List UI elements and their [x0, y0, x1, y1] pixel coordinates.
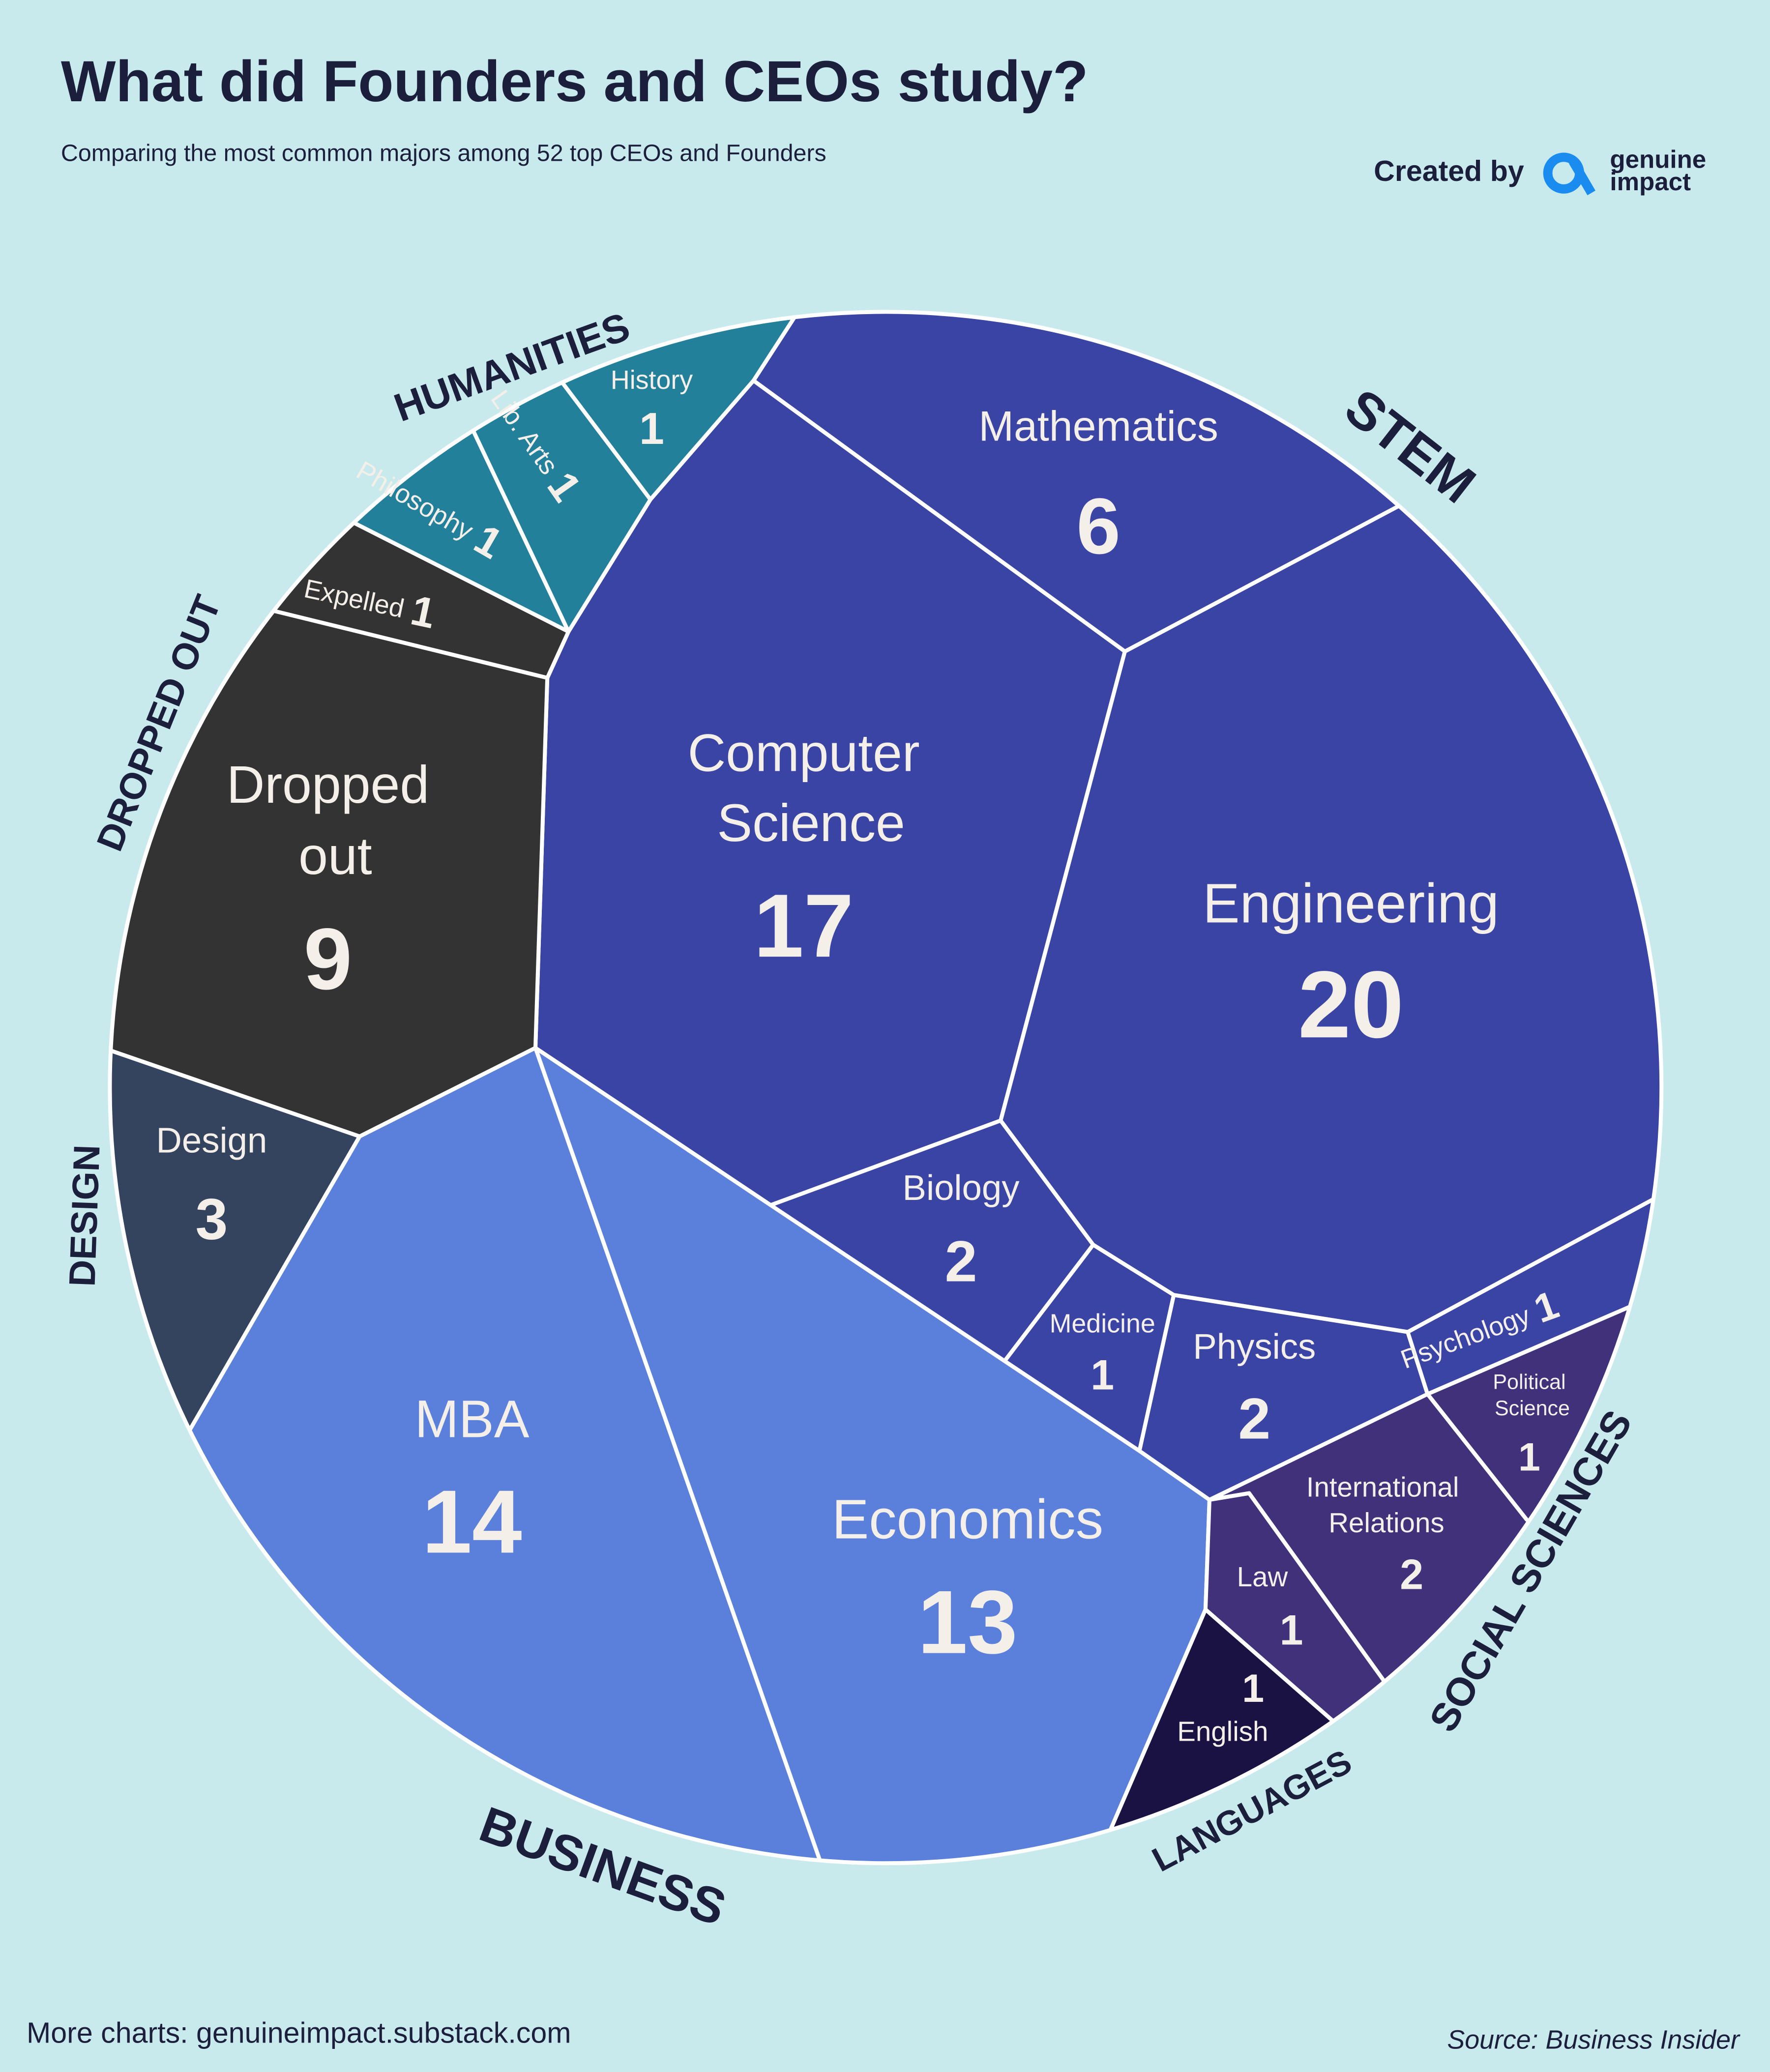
cell-value: 14 [422, 1471, 522, 1572]
cell-name: Physics [1193, 1327, 1316, 1367]
outline [108, 310, 1664, 1866]
footer-note: More charts: genuineimpact.substack.com [27, 2016, 571, 2049]
cell-name: Engineering [1203, 873, 1499, 934]
cell-value: 1 [1280, 1606, 1303, 1654]
cell-value: 13 [917, 1572, 1017, 1672]
cell-value: 1 [1242, 1666, 1264, 1711]
cell-value: 1 [639, 404, 664, 454]
cell-value: 20 [1298, 952, 1404, 1058]
cell-name: International Relations [1306, 1471, 1459, 1538]
cell-name: Political Science [1489, 1371, 1570, 1421]
cell-value: 1 [1518, 1435, 1540, 1480]
chart-title: What did Founders and CEOs study? [61, 49, 1088, 114]
cell-name: Medicine [1050, 1309, 1155, 1338]
credit-label: Created by [1374, 154, 1524, 187]
cell-value: 9 [304, 910, 353, 1008]
cell-name: Dropped out [227, 755, 429, 885]
cell-name: Economics [832, 1488, 1103, 1550]
logo-tail [1569, 159, 1595, 196]
cell-value: 1 [1091, 1351, 1114, 1399]
cell-value: 3 [196, 1187, 228, 1252]
cell-value: 2 [1238, 1386, 1270, 1451]
brand-line: genuine [1610, 145, 1706, 173]
cell-name: Law [1237, 1561, 1288, 1592]
cell-value: 2 [945, 1229, 977, 1294]
cell-value: 6 [1076, 482, 1121, 571]
footer-source: Source: Business Insider [1447, 2025, 1740, 2054]
cell-name: History [611, 365, 693, 395]
cell-name: Biology [903, 1168, 1020, 1208]
chart-subtitle: Comparing the most common majors among 5… [61, 140, 826, 166]
cell-value: 2 [1400, 1551, 1423, 1598]
brand-logo [1543, 152, 1595, 196]
brand-line: impact [1610, 168, 1691, 196]
cell-name: Mathematics [978, 403, 1218, 450]
cell-value: 17 [754, 875, 854, 976]
cell-name: English [1177, 1716, 1268, 1747]
cell-name: Computer Science [688, 724, 920, 852]
cell-name: MBA [414, 1390, 529, 1449]
group-label: DESIGN [61, 1144, 108, 1287]
cell-name: Design [156, 1120, 267, 1160]
